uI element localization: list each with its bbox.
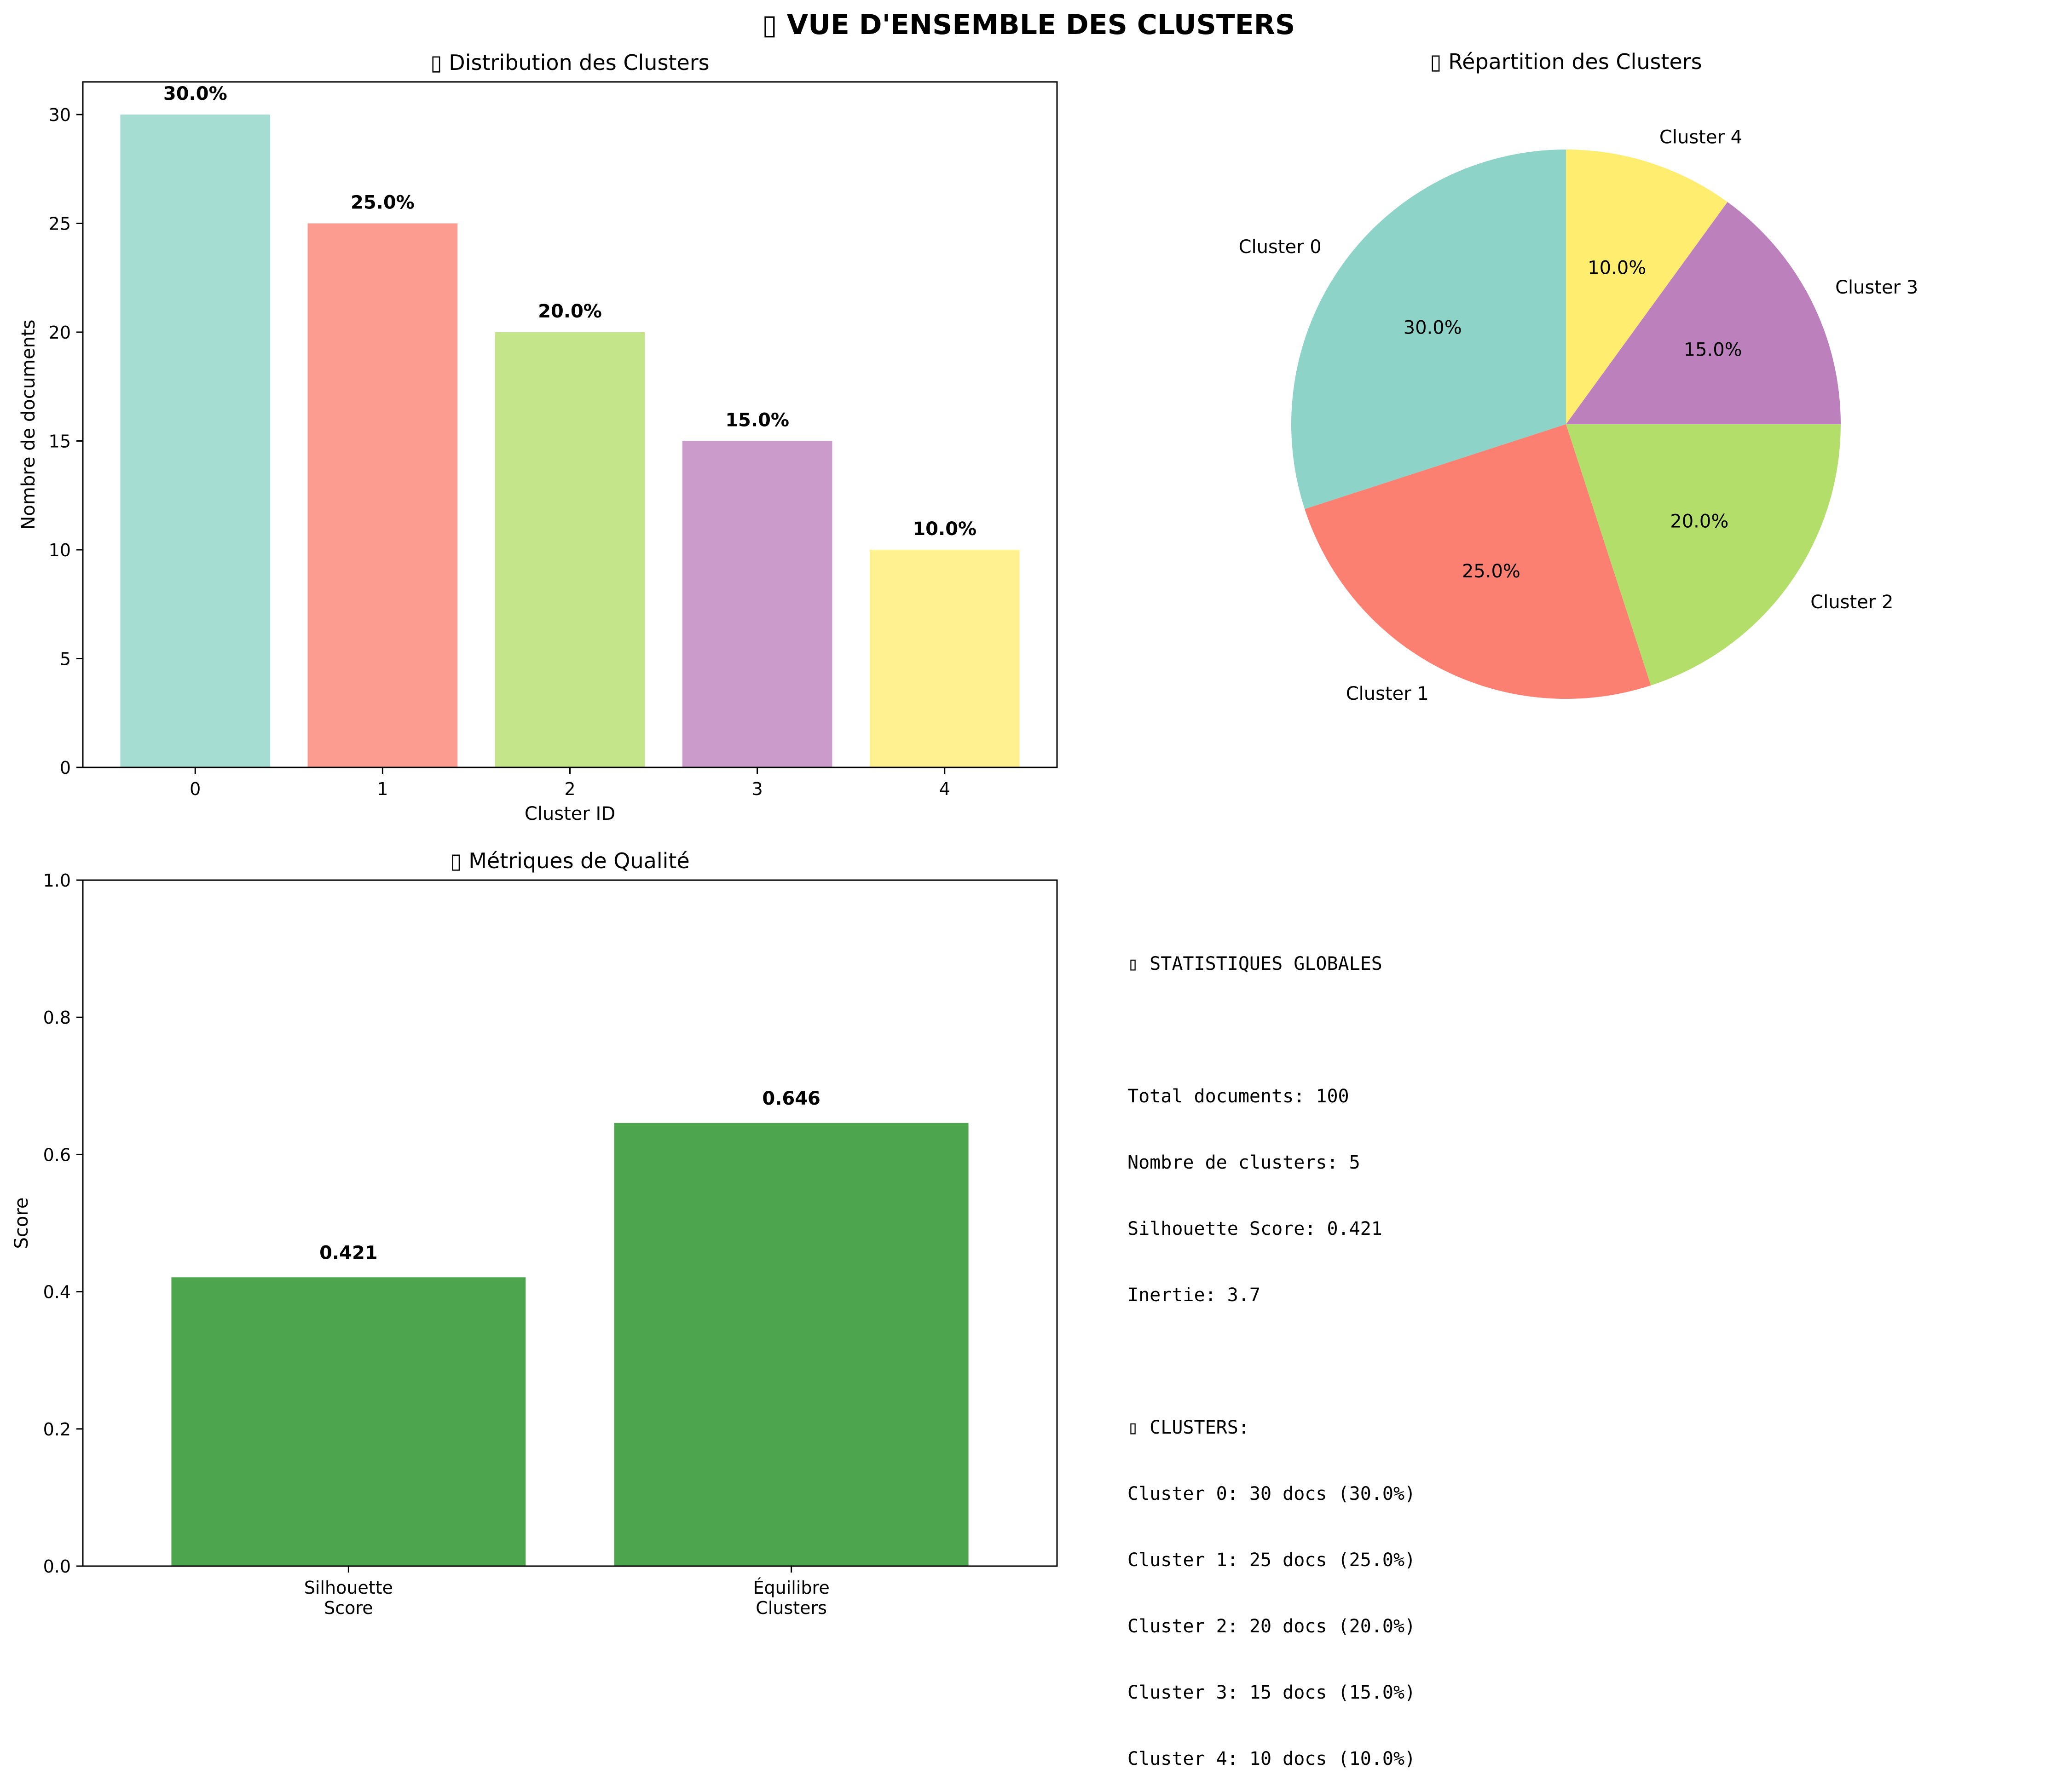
stats-silhouette-score: Silhouette Score: 0.421	[1127, 1218, 1382, 1239]
figure: ▯ VUE D'ENSEMBLE DES CLUSTERS ▯ Distribu…	[11, 9, 1918, 1618]
x-axis-label: Cluster ID	[525, 803, 615, 824]
bar-value-label: 30.0%	[163, 83, 227, 104]
y-tick-label: 25	[49, 213, 71, 234]
stats-cluster-line: Cluster 2: 20 docs (20.0%)	[1127, 1616, 1416, 1637]
pie-pct-label: 30.0%	[1404, 317, 1462, 338]
x-tick-label: 1	[377, 779, 388, 799]
stats-cluster-count: Nombre de clusters: 5	[1127, 1152, 1360, 1173]
y-tick-label: 0.0	[43, 1556, 71, 1577]
bar-value-label: 0.646	[762, 1088, 820, 1109]
bar-value-label: 10.0%	[913, 519, 976, 540]
figure-title: ▯ VUE D'ENSEMBLE DES CLUSTERS	[762, 9, 1295, 41]
y-tick-label: 15	[49, 431, 71, 451]
bar-value-label: 15.0%	[725, 409, 789, 431]
distribution-bar-chart: ▯ Distribution des Clusters 30.0% 25.0% 20.…	[18, 50, 1058, 824]
stats-cluster-line: Cluster 0: 30 docs (30.0%)	[1127, 1483, 1416, 1504]
pie-slice	[1305, 424, 1651, 699]
chart-title: ▯ Répartition des Clusters	[1430, 49, 1702, 74]
x-tick-label: Équilibre Clusters	[753, 1578, 830, 1618]
quality-metrics-bar-chart: ▯ Métriques de Qualité 0.421 0.646 0.0 0.2 0.…	[11, 848, 1058, 1618]
bar	[307, 223, 458, 767]
pie-slice-label: Cluster 2	[1810, 592, 1893, 613]
pie-slice	[1291, 150, 1566, 509]
bar	[614, 1123, 969, 1566]
y-tick-label: 10	[49, 540, 71, 560]
pie-slice-label: Cluster 4	[1659, 127, 1742, 148]
pie-slice	[1566, 202, 1841, 424]
y-axis-label: Score	[11, 1197, 32, 1249]
stats-cluster-line: Cluster 3: 15 docs (15.0%)	[1127, 1682, 1416, 1703]
pie-slice-label: Cluster 1	[1346, 683, 1429, 704]
global-stats-panel: ▯ STATISTIQUES GLOBALES Total documents:…	[1127, 909, 1416, 1792]
bar	[869, 549, 1020, 767]
x-tick-label: 3	[752, 779, 763, 799]
x-tick-label: 0	[190, 779, 201, 799]
bar	[120, 114, 271, 767]
y-tick-label: 5	[60, 649, 71, 669]
y-tick-label: 0.2	[43, 1419, 71, 1440]
pie-slice-label: Cluster 0	[1239, 236, 1322, 258]
y-tick-label: 0.6	[43, 1145, 71, 1165]
x-tick-label: Silhouette Score	[304, 1578, 393, 1618]
pie-slice-label: Cluster 3	[1835, 277, 1918, 298]
chart-title: ▯ Métriques de Qualité	[450, 848, 689, 873]
bar-value-label: 20.0%	[538, 301, 602, 322]
plot-frame	[82, 879, 1058, 1567]
x-tick-label: 4	[939, 779, 950, 799]
bar	[495, 332, 645, 767]
y-axis-label: Nombre de documents	[18, 319, 39, 530]
bar-value-label: 0.421	[319, 1242, 378, 1263]
y-tick-label: 0	[60, 758, 71, 778]
stats-inertia: Inertie: 3.7	[1127, 1285, 1260, 1306]
chart-title: ▯ Distribution des Clusters	[430, 50, 709, 75]
pie-slice	[1566, 424, 1841, 686]
stats-clusters-heading: ▯ CLUSTERS:	[1127, 1417, 1249, 1438]
bar	[171, 1277, 526, 1566]
bar	[682, 441, 832, 767]
y-tick-label: 20	[49, 323, 71, 343]
stats-heading: ▯ STATISTIQUES GLOBALES	[1127, 953, 1382, 974]
stats-total-documents: Total documents: 100	[1127, 1086, 1349, 1107]
y-tick-label: 0.4	[43, 1282, 71, 1302]
x-tick-label: 2	[564, 779, 575, 799]
pie-pct-label: 15.0%	[1684, 339, 1742, 360]
bar-value-label: 25.0%	[351, 192, 415, 213]
repartition-pie-chart: ▯ Répartition des Clusters 30.0% Cluster 0…	[1239, 49, 1918, 704]
stats-cluster-line: Cluster 1: 25 docs (25.0%)	[1127, 1550, 1416, 1571]
plot-frame	[82, 81, 1058, 768]
y-tick-label: 30	[49, 105, 71, 125]
pie-pct-label: 20.0%	[1670, 511, 1728, 532]
y-tick-label: 0.8	[43, 1008, 71, 1028]
y-tick-label: 1.0	[43, 870, 71, 891]
pie-slice	[1566, 150, 1728, 424]
pie-pct-label: 25.0%	[1462, 561, 1520, 582]
stats-cluster-line: Cluster 4: 10 docs (10.0%)	[1127, 1748, 1416, 1769]
pie-pct-label: 10.0%	[1588, 257, 1646, 278]
